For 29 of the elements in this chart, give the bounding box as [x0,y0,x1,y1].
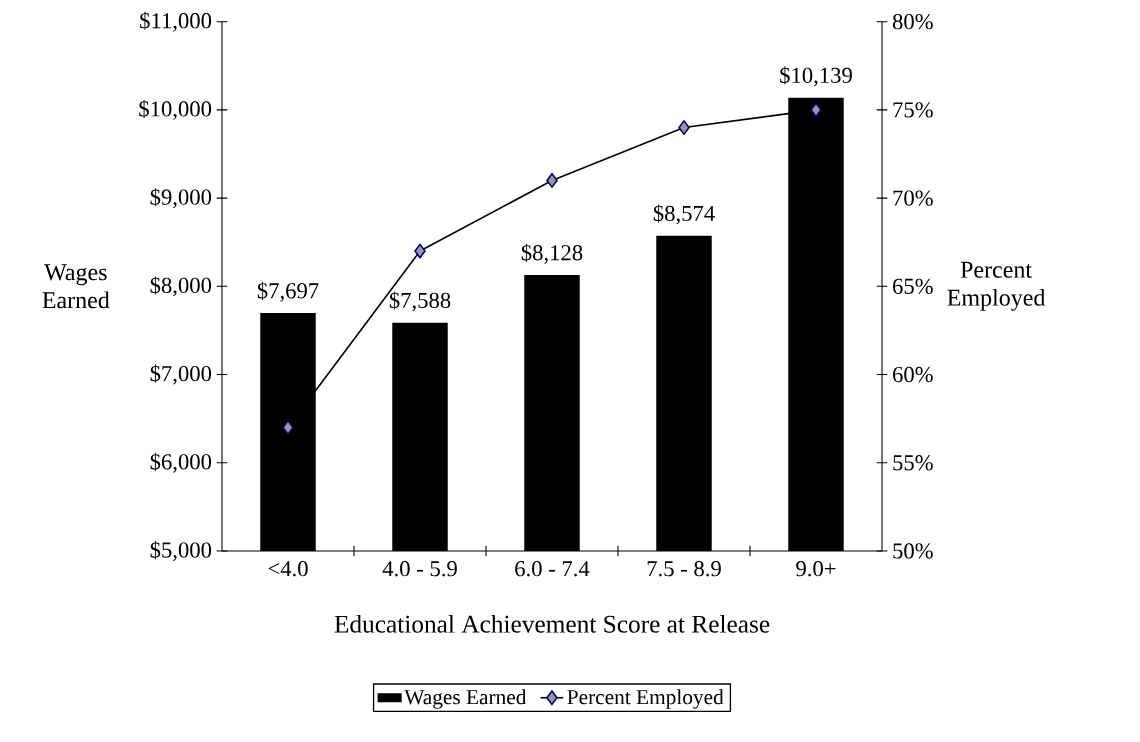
x-tick-label: 7.5 - 8.9 [647,561,721,577]
x-axis-title: Educational Achievement Score at Release [334,614,770,633]
x-tick-label: 6.0 - 7.4 [515,561,590,577]
y2-tick-label: 65% [893,278,933,295]
data-label: $7,588 [389,291,451,312]
x-tick-label: 9.0+ [796,561,836,577]
y-tick-label: $5,000 [150,541,212,561]
y2-tick-label: 80% [892,13,933,30]
data-label: $8,128 [521,243,583,264]
y-axis-title: Wages Earned [42,264,110,309]
y-tick-label: $8,000 [150,276,212,297]
y-tick-label: $7,000 [150,364,212,385]
data-label: $8,574 [653,204,715,225]
y2-tick-label: 60% [893,366,933,383]
y-tick-label: $9,000 [150,188,212,209]
legend-label: Percent Employed [567,689,724,709]
data-label: $10,139 [780,66,852,87]
x-tick-label: <4.0 [268,561,308,577]
y2-tick-label: 50% [893,543,933,559]
legend-label: Wages Earned [404,689,527,709]
y-tick-label: $11,000 [140,11,212,32]
y2-tick-label: 75% [893,102,933,118]
data-label: $7,697 [257,281,319,302]
y-tick-label: $10,000 [139,99,212,120]
y2-tick-label: 55% [893,455,933,471]
y2-axis-title: Percent Employed [947,261,1046,311]
y-tick-label: $6,000 [150,452,212,473]
x-tick-label: 4.0 - 5.9 [382,561,457,577]
y2-tick-label: 70% [893,190,933,206]
